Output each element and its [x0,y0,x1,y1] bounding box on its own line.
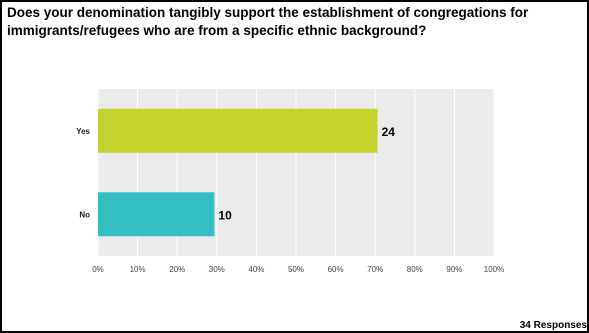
x-tick-label: 70% [367,265,383,274]
x-tick-label: 80% [407,265,423,274]
x-tick-label: 50% [288,265,304,274]
bar-no [98,192,215,237]
x-axis-ticks: 0% 10% 20% 30% 40% 50% 60% 70% 80% 90% 100% [92,265,504,274]
category-label: No [79,210,90,219]
x-tick-label: 40% [248,265,264,274]
x-tick-label: 30% [209,265,225,274]
bar-yes [98,108,378,153]
category-label: Yes [76,127,90,136]
question-title: Does your denomination tangibly support … [7,4,567,40]
x-tick-label: 20% [169,265,185,274]
x-tick-label: 10% [130,265,146,274]
x-tick-label: 90% [446,265,462,274]
x-tick-label: 0% [92,265,104,274]
x-tick-label: 100% [484,265,504,274]
data-label: 24 [382,125,396,139]
question-line-2: immigrants/refugees who are from a speci… [7,23,427,38]
question-line-1: Does your denomination tangibly support … [7,5,529,20]
bars: Yes 24 No 10 [76,108,396,237]
data-label: 10 [218,208,232,222]
responses-count: 34 Responses [519,320,587,331]
x-tick-label: 60% [328,265,344,274]
